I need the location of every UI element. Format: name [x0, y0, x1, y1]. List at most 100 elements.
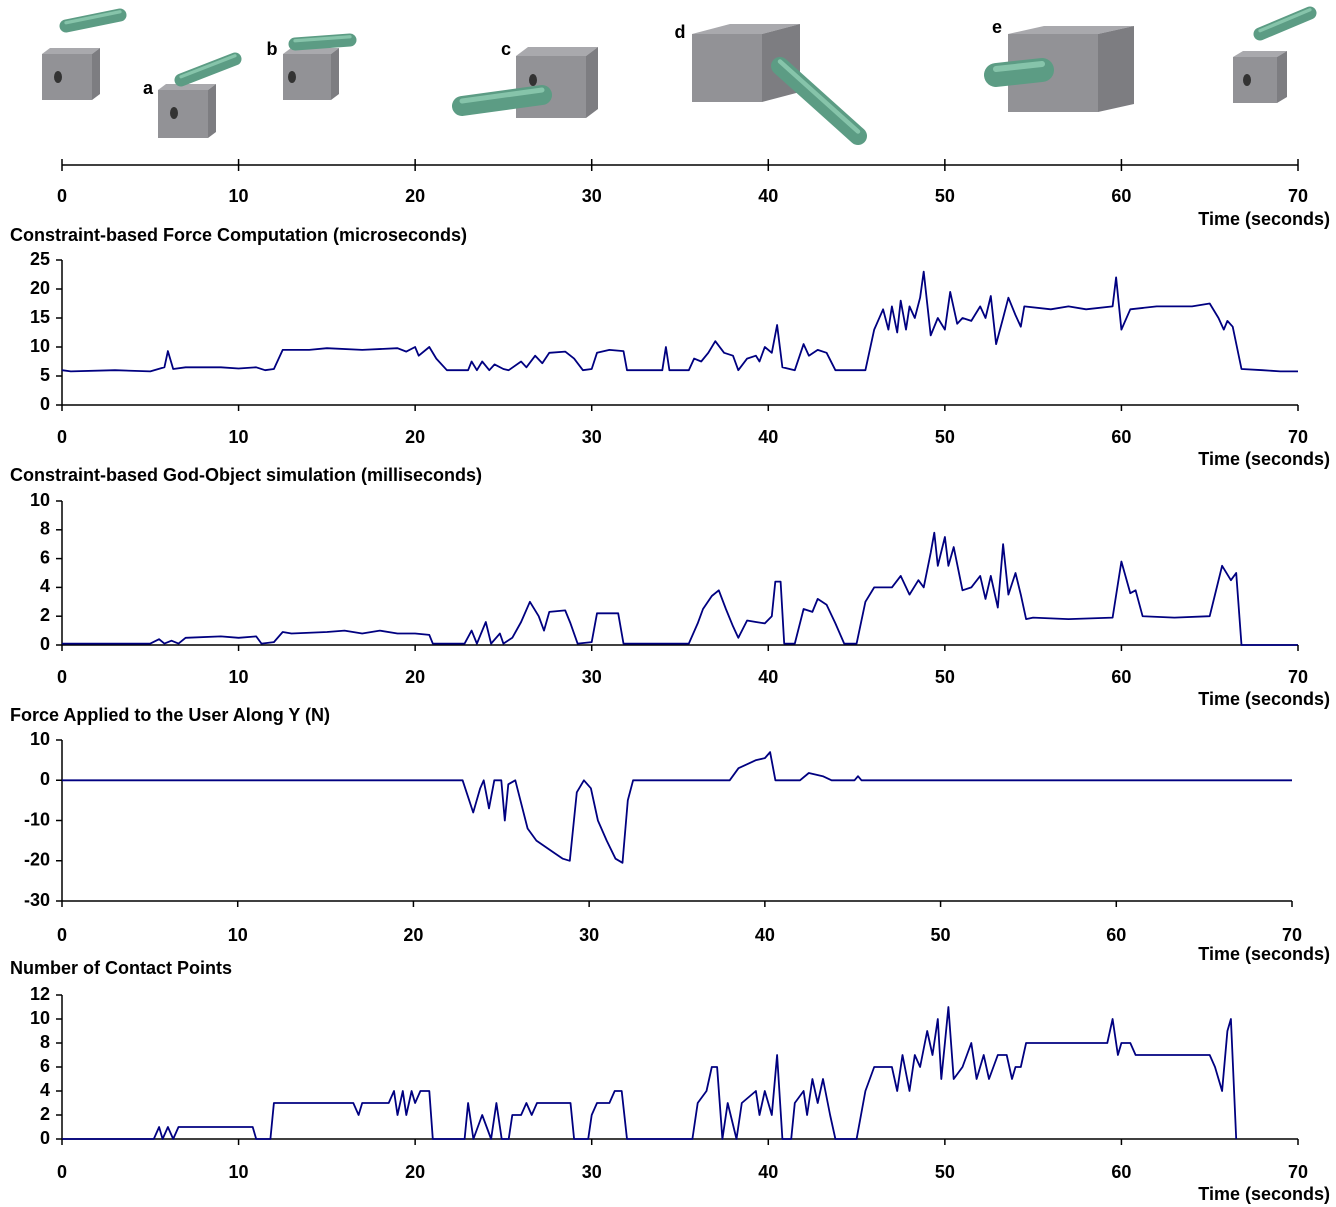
x-tick-label: 40 [758, 186, 778, 206]
x-tick-label: 60 [1111, 1162, 1131, 1182]
data-line [62, 1006, 1238, 1140]
cube-hole [54, 71, 62, 83]
y-tick-label: 10 [30, 490, 50, 510]
x-tick-label: 30 [582, 186, 602, 206]
y-tick-label: 0 [40, 634, 50, 654]
x-tick-label: 20 [403, 925, 423, 945]
cube-hole [170, 107, 178, 119]
y-tick-label: 10 [30, 729, 50, 749]
rod [174, 52, 242, 87]
annotation: d [675, 22, 686, 42]
cube-top [42, 48, 100, 54]
rod-shine [459, 87, 545, 104]
cube-side [1098, 26, 1134, 112]
x-tick-label: 10 [229, 186, 249, 206]
y-tick-label: 0 [40, 1128, 50, 1148]
x-tick-label: 70 [1288, 667, 1308, 687]
y-tick-label: 4 [40, 1080, 50, 1100]
rod [984, 58, 1054, 87]
cube-side [92, 48, 100, 100]
chart-title: Number of Contact Points [10, 958, 232, 978]
y-tick-label: 8 [40, 519, 50, 539]
x-tick-label: 40 [758, 667, 778, 687]
cube-top [692, 24, 800, 34]
x-tick-label: 10 [228, 925, 248, 945]
y-tick-label: -30 [24, 890, 50, 910]
cube-side [208, 84, 216, 138]
y-tick-label: 12 [30, 984, 50, 1004]
x-tick-label: 60 [1111, 427, 1131, 447]
annotation: e [992, 17, 1002, 37]
y-tick-label: 4 [40, 576, 50, 596]
y-tick-label: 2 [40, 605, 50, 625]
rod-shine [777, 59, 861, 134]
cube-side [331, 48, 339, 100]
x-tick-label: 30 [582, 667, 602, 687]
x-tick-label: 0 [57, 667, 67, 687]
rod-shine [1258, 8, 1312, 33]
rod [452, 85, 552, 116]
y-tick-label: 10 [30, 336, 50, 356]
x-tick-label: 70 [1288, 186, 1308, 206]
x-axis-label: Time (seconds) [1198, 1184, 1330, 1204]
annotation: b [267, 39, 278, 59]
cube-front [692, 34, 762, 102]
x-tick-label: 70 [1288, 1162, 1308, 1182]
x-tick-label: 10 [229, 427, 249, 447]
cube-side [1277, 51, 1287, 103]
x-tick-label: 70 [1282, 925, 1302, 945]
y-tick-label: 0 [40, 769, 50, 789]
cube-front [516, 56, 586, 118]
x-tick-label: 50 [935, 1162, 955, 1182]
rod [1253, 6, 1317, 41]
x-tick-label: 0 [57, 1162, 67, 1182]
rod-shine [179, 54, 237, 79]
y-tick-label: 25 [30, 249, 50, 269]
x-tick-label: 30 [579, 925, 599, 945]
x-tick-label: 50 [935, 667, 955, 687]
x-tick-label: 60 [1106, 925, 1126, 945]
x-tick-label: 20 [405, 186, 425, 206]
x-tick-label: 20 [405, 427, 425, 447]
x-tick-label: 60 [1111, 667, 1131, 687]
x-tick-label: 30 [582, 1162, 602, 1182]
x-tick-label: 10 [229, 1162, 249, 1182]
cube-side [586, 47, 598, 118]
cube-hole [288, 71, 296, 83]
annotation: c [501, 39, 511, 59]
x-tick-label: 70 [1288, 427, 1308, 447]
rod [288, 33, 357, 51]
x-axis-label: Time (seconds) [1198, 449, 1330, 469]
data-line [61, 270, 1298, 373]
y-tick-label: 8 [40, 1032, 50, 1052]
cube-front [1233, 57, 1277, 103]
x-tick-label: 0 [57, 186, 67, 206]
x-axis-label: Time (seconds) [1198, 689, 1330, 709]
annotation: a [143, 78, 154, 98]
y-tick-label: 6 [40, 1056, 50, 1076]
rod-shine [993, 61, 1045, 72]
cube-front [42, 54, 92, 100]
data-line [62, 531, 1298, 646]
y-tick-label: -20 [24, 850, 50, 870]
x-tick-label: 10 [229, 667, 249, 687]
y-tick-label: 10 [30, 1008, 50, 1028]
x-tick-label: 40 [758, 427, 778, 447]
y-tick-label: 0 [40, 394, 50, 414]
y-tick-label: 5 [40, 365, 50, 385]
x-axis-label: Time (seconds) [1198, 209, 1330, 229]
x-tick-label: 40 [758, 1162, 778, 1182]
x-tick-label: 0 [57, 427, 67, 447]
cube-top [158, 84, 216, 90]
rod [771, 57, 867, 145]
rod-shine [293, 35, 352, 43]
rod [59, 8, 127, 33]
y-tick-label: 15 [30, 307, 50, 327]
x-tick-label: 40 [755, 925, 775, 945]
cube-hole [1243, 74, 1251, 86]
chart-title: Constraint-based Force Computation (micr… [10, 225, 467, 245]
chart-title: Force Applied to the User Along Y (N) [10, 705, 330, 725]
data-line [62, 751, 1292, 864]
y-tick-label: -10 [24, 809, 50, 829]
